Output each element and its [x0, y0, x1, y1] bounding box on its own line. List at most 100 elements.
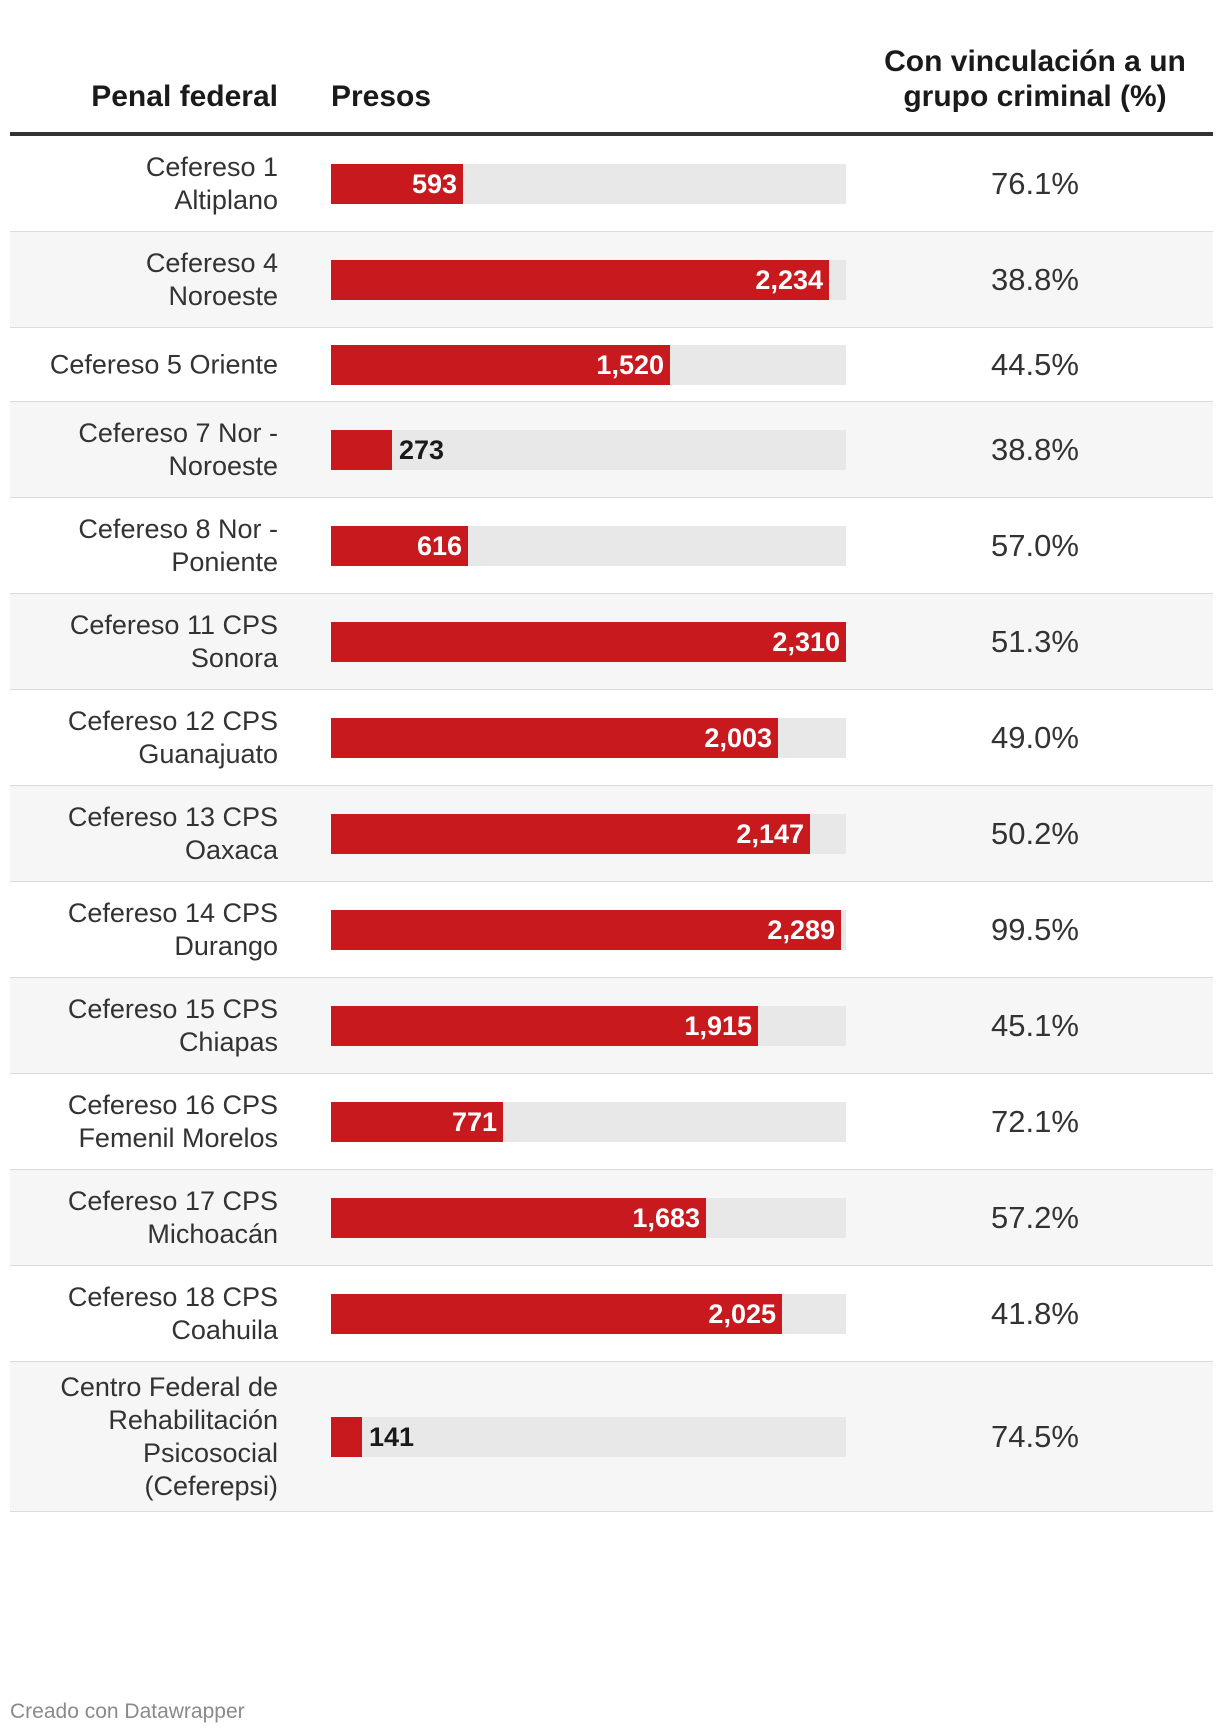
header-presos: Presos: [331, 80, 432, 113]
penal-name-line: Oaxaca: [184, 834, 278, 865]
vinculacion-pct: 76.1%: [991, 165, 1079, 201]
presos-value-label: 2,003: [704, 722, 772, 753]
penal-name-line: Cefereso 16 CPS: [67, 1089, 278, 1120]
penal-name-line: Rehabilitación: [108, 1404, 278, 1435]
penal-name-line: Cefereso 11 CPS: [69, 609, 278, 640]
vinculacion-pct: 38.8%: [991, 261, 1079, 297]
presos-bar: [331, 1197, 706, 1238]
penal-name-line: Cefereso 1: [145, 151, 278, 182]
vinculacion-pct: 51.3%: [991, 623, 1079, 659]
vinculacion-pct: 49.0%: [991, 719, 1079, 755]
datawrapper-credit: Creado con Datawrapper: [10, 1700, 245, 1723]
vinculacion-pct: 74.5%: [991, 1418, 1079, 1454]
penal-name: Cefereso 4 Noroeste: [38, 247, 278, 313]
presos-bar: [331, 259, 829, 300]
penal-name: Centro Federal de Rehabilitación Psicosoci…: [38, 1371, 278, 1503]
penal-name-line: Cefereso 7 Nor -: [78, 417, 278, 448]
presos-value-label: 1,683: [632, 1202, 700, 1233]
penal-name-line: Sonora: [190, 642, 278, 673]
header-vinculacion-line1: Con vinculación a un: [884, 45, 1186, 78]
presos-bar: [331, 717, 778, 758]
penal-name-line: Altiplano: [174, 184, 278, 215]
vinculacion-pct: 99.5%: [991, 911, 1079, 947]
bar-track: 2,289: [331, 909, 846, 950]
penal-name-line: Cefereso 17 CPS: [67, 1185, 278, 1216]
table-row: Cefereso 13 CPS Oaxaca 2,147 50.2%: [10, 786, 1213, 882]
bar-track: 2,025: [331, 1293, 846, 1334]
table-row: Cefereso 12 CPS Guanajuato 2,003 49.0%: [10, 690, 1213, 786]
penal-name-line: Centro Federal de: [60, 1371, 278, 1402]
penal-name: Cefereso 12 CPS Guanajuato: [38, 705, 278, 771]
penal-name-line: Cefereso 18 CPS: [67, 1281, 278, 1312]
penal-name-line: Psicosocial: [142, 1437, 278, 1468]
penal-name: Cefereso 8 Nor - Poniente: [38, 513, 278, 579]
penal-name-line: Coahuila: [171, 1314, 278, 1345]
bar-track: 771: [331, 1101, 846, 1142]
presos-value-label: 2,310: [772, 626, 840, 657]
table-row: Centro Federal de Rehabilitación Psicosoci…: [10, 1362, 1213, 1512]
vinculacion-pct: 50.2%: [991, 815, 1079, 851]
presos-value-label: 273: [399, 434, 445, 465]
table-header: Penal federal Presos Con vinculación a u…: [10, 0, 1213, 136]
penal-name: Cefereso 17 CPS Michoacán: [38, 1185, 278, 1251]
penal-name: Cefereso 13 CPS Oaxaca: [38, 801, 278, 867]
penal-name: Cefereso 7 Nor - Noroeste: [38, 417, 278, 483]
table-row: Cefereso 15 CPS Chiapas 1,915 45.1%: [10, 978, 1213, 1074]
presos-value-label: 616: [416, 530, 462, 561]
presos-value-label: 2,289: [767, 914, 835, 945]
table-row: Cefereso 11 CPS Sonora 2,310 51.3%: [10, 594, 1213, 690]
penal-name: Cefereso 18 CPS Coahuila: [38, 1281, 278, 1347]
penal-name: Cefereso 15 CPS Chiapas: [38, 993, 278, 1059]
header-vinculacion: Con vinculación a un grupo criminal (%): [870, 44, 1200, 114]
penal-name: Cefereso 11 CPS Sonora: [38, 609, 278, 675]
table-row: Cefereso 1 Altiplano 593 76.1%: [10, 136, 1213, 232]
bar-track: 1,683: [331, 1197, 846, 1238]
presos-value-label: 2,234: [755, 264, 823, 295]
presos-value-label: 2,147: [736, 818, 804, 849]
table-row: Cefereso 8 Nor - Poniente 616 57.0%: [10, 498, 1213, 594]
presos-value-label: 593: [411, 168, 457, 199]
presos-value-label: 2,025: [708, 1298, 776, 1329]
vinculacion-pct: 57.2%: [991, 1199, 1079, 1235]
presos-bar: [331, 813, 810, 854]
presos-value-label: 771: [451, 1106, 497, 1137]
bar-track: 2,147: [331, 813, 846, 854]
penal-name-line: Noroeste: [168, 280, 278, 311]
header-penal-federal: Penal federal: [91, 80, 278, 113]
penal-name-line: (Ceferepsi): [144, 1470, 278, 1501]
vinculacion-pct: 38.8%: [991, 431, 1079, 467]
penal-name-line: Guanajuato: [138, 738, 278, 769]
presos-bar: [331, 429, 392, 470]
vinculacion-pct: 72.1%: [991, 1103, 1079, 1139]
table-row: Cefereso 18 CPS Coahuila 2,025 41.8%: [10, 1266, 1213, 1362]
table-row: Cefereso 5 Oriente 1,520 44.5%: [10, 328, 1213, 402]
presos-bar: [331, 621, 846, 662]
table-row: Cefereso 16 CPS Femenil Morelos 771 72.1%: [10, 1074, 1213, 1170]
bar-track: 1,915: [331, 1005, 846, 1046]
penal-name-line: Chiapas: [178, 1026, 278, 1057]
presos-value-label: 141: [369, 1421, 415, 1452]
penal-name-line: Cefereso 4: [145, 247, 278, 278]
penal-name-line: Poniente: [171, 546, 278, 577]
penal-name: Cefereso 5 Oriente: [38, 348, 278, 381]
table-row: Cefereso 17 CPS Michoacán 1,683 57.2%: [10, 1170, 1213, 1266]
penal-name-line: Durango: [174, 930, 278, 961]
bar-track: 593: [331, 163, 846, 204]
presos-bar: [331, 909, 841, 950]
penal-name: Cefereso 1 Altiplano: [38, 151, 278, 217]
presos-bar: [331, 163, 463, 204]
data-table: Penal federal Presos Con vinculación a u…: [10, 0, 1213, 1512]
presos-value-label: 1,520: [596, 349, 664, 380]
penal-name-line: Cefereso 13 CPS: [67, 801, 278, 832]
penal-name-line: Cefereso 8 Nor -: [78, 513, 278, 544]
bar-track: 2,003: [331, 717, 846, 758]
header-vinculacion-line2: grupo criminal (%): [903, 80, 1167, 113]
penal-name: Cefereso 16 CPS Femenil Morelos: [38, 1089, 278, 1155]
bar-track: 2,310: [331, 621, 846, 662]
presos-value-label: 1,915: [684, 1010, 752, 1041]
vinculacion-pct: 45.1%: [991, 1007, 1079, 1043]
presos-bar: [331, 344, 670, 385]
vinculacion-pct: 44.5%: [991, 346, 1079, 382]
vinculacion-pct: 57.0%: [991, 527, 1079, 563]
bar-track: 273: [331, 429, 846, 470]
